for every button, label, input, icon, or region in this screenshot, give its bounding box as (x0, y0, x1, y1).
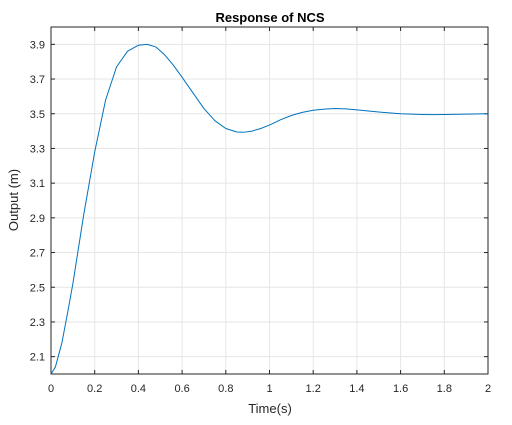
y-tick-label: 2.5 (30, 282, 45, 294)
x-tick-label: 0.8 (218, 383, 233, 395)
x-tick-label: 1.4 (349, 383, 364, 395)
x-tick-label: 1.8 (437, 383, 452, 395)
y-tick-label: 2.9 (30, 213, 45, 225)
y-tick-label: 2.3 (30, 317, 45, 329)
y-tick-label: 3.1 (30, 178, 45, 190)
x-tick-label: 2 (485, 383, 491, 395)
y-tick-label: 2.7 (30, 248, 45, 260)
series (50, 43, 489, 375)
y-tick-label: 3.3 (30, 143, 45, 155)
x-tick-label: 0 (48, 383, 54, 395)
y-tick-label: 3.9 (30, 39, 45, 51)
y-axis-label: Output (m) (6, 169, 21, 231)
ticks: 0 0.2 0.4 0.6 0.8 1 1.2 1.4 1.6 1.8 2 2.1 2.3 2.5 2.7 2… (30, 27, 491, 395)
x-tick-label: 1.6 (393, 383, 408, 395)
x-axis-label: Time(s) (248, 401, 292, 416)
grid (50, 27, 489, 374)
x-tick-label: 1 (266, 383, 272, 395)
y-tick-label: 3.7 (30, 74, 45, 86)
y-tick-label: 2.1 (30, 352, 45, 364)
chart-title: Response of NCS (215, 10, 324, 25)
x-tick-label: 1.2 (306, 383, 321, 395)
x-tick-label: 0.6 (174, 383, 189, 395)
series-line (50, 43, 489, 375)
y-tick-label: 3.5 (30, 109, 45, 121)
x-tick-label: 0.2 (87, 383, 102, 395)
x-tick-label: 0.4 (131, 383, 146, 395)
